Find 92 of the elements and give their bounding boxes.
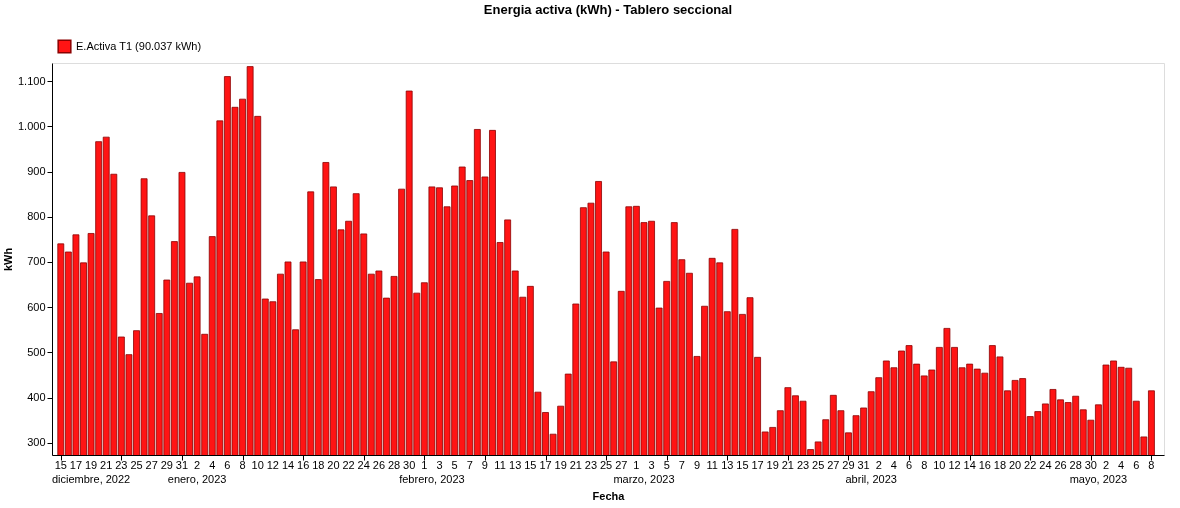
y-tick-label: 300 (27, 436, 46, 449)
x-tick-label: 3 (436, 459, 443, 471)
annotation: marzo, 2023 (613, 473, 675, 485)
x-tick-label: 31 (175, 459, 189, 471)
x-tick-label: 4 (209, 459, 216, 471)
x-tick-label: 6 (1133, 459, 1140, 471)
x-tick-label: 17 (69, 459, 83, 471)
x-tick-label: 14 (963, 459, 976, 471)
x-tick-label: 31 (857, 459, 870, 471)
y-tick-label: 1.100 (17, 74, 46, 87)
annotation: mayo, 2023 (1069, 473, 1128, 485)
x-tick-label: 22 (342, 459, 355, 471)
annotation: febrero, 2023 (399, 473, 465, 485)
x-tick-label: 19 (84, 459, 98, 471)
legend-label: E.Activa T1 (90.037 kWh) (76, 39, 202, 52)
chart-title: Energia activa (kWh) - Tablero seccional (483, 2, 733, 17)
x-tick-label: 14 (281, 459, 295, 471)
annotation: abril, 2023 (845, 473, 897, 485)
x-tick-label: 9 (693, 459, 701, 471)
x-tick-label: 10 (933, 459, 946, 471)
x-tick-label: 21 (100, 459, 113, 471)
x-tick-label: 2 (1102, 459, 1110, 471)
x-tick-label: 19 (554, 459, 567, 471)
x-tick-label: 5 (663, 459, 670, 471)
annotation: enero, 2023 (167, 473, 227, 485)
y-tick-label: 700 (27, 255, 46, 268)
x-tick-label: 7 (466, 459, 473, 471)
x-tick-label: 25 (812, 459, 825, 471)
x-tick-label: 27 (827, 459, 840, 471)
x-tick-label: 2 (194, 459, 201, 471)
y-tick-label: 1.000 (17, 119, 46, 132)
x-tick-label: 23 (796, 459, 810, 471)
x-tick-label: 24 (357, 459, 370, 471)
x-tick-label: 30 (403, 459, 416, 471)
x-tick-label: 13 (509, 459, 522, 471)
x-tick-label: 15 (524, 459, 537, 471)
x-tick-label: 28 (387, 459, 401, 471)
x-tick-label: 3 (648, 459, 655, 471)
x-tick-label: 5 (451, 459, 458, 471)
x-tick-label: 27 (615, 459, 628, 471)
x-tick-label: 15 (54, 459, 67, 471)
x-tick-label: 23 (584, 459, 598, 471)
annotation: diciembre, 2022 (51, 473, 131, 485)
x-tick-label: 16 (978, 459, 991, 471)
x-tick-label: 26 (372, 459, 386, 471)
x-tick-label: 28 (1069, 459, 1082, 471)
y-tick-label: 900 (27, 165, 46, 178)
x-tick-label: 8 (921, 459, 928, 471)
x-tick-label: 30 (1084, 459, 1097, 471)
x-tick-label: 17 (751, 459, 764, 471)
x-tick-label: 18 (993, 459, 1007, 471)
x-axis-title: Fecha (592, 490, 626, 502)
x-tick-label: 10 (251, 459, 264, 471)
x-tick-label: 26 (1054, 459, 1067, 471)
x-tick-label: 24 (1039, 459, 1052, 471)
x-tick-label: 9 (481, 459, 488, 471)
x-tick-label: 29 (842, 459, 855, 471)
x-tick-label: 16 (297, 459, 310, 471)
x-tick-label: 6 (224, 459, 231, 471)
x-tick-label: 8 (239, 459, 246, 471)
x-tick-label: 17 (539, 459, 552, 471)
x-tick-label: 2 (875, 459, 882, 471)
x-tick-label: 15 (736, 459, 749, 471)
x-tick-label: 4 (890, 459, 897, 471)
x-tick-label: 1 (633, 459, 640, 471)
x-tick-label: 20 (327, 459, 340, 471)
y-tick-label: 400 (27, 391, 46, 404)
x-tick-label: 4 (1118, 459, 1125, 471)
x-tick-label: 7 (678, 459, 685, 471)
x-tick-label: 13 (721, 459, 734, 471)
x-tick-label: 23 (115, 459, 128, 471)
x-tick-label: 6 (906, 459, 913, 471)
x-tick-label: 12 (948, 459, 961, 471)
x-tick-label: 8 (1148, 459, 1155, 471)
x-tick-label: 29 (160, 459, 173, 471)
x-tick-label: 21 (569, 459, 582, 471)
x-tick-label: 21 (781, 459, 794, 471)
y-axis-title: kWh (1, 247, 14, 272)
x-tick-label: 12 (266, 459, 279, 471)
x-tick-label: 25 (130, 459, 143, 471)
x-tick-label: 22 (1024, 459, 1037, 471)
x-tick-label: 1 (421, 459, 428, 471)
y-tick-label: 600 (27, 300, 46, 313)
x-tick-label: 19 (766, 459, 779, 471)
y-tick-label: 500 (27, 345, 46, 358)
x-tick-label: 27 (145, 459, 158, 471)
x-tick-label: 20 (1008, 459, 1022, 471)
y-tick-label: 800 (27, 210, 46, 223)
x-tick-label: 18 (312, 459, 325, 471)
x-tick-label: 11 (494, 459, 506, 471)
x-tick-label: 25 (599, 459, 613, 471)
x-tick-label: 11 (706, 459, 718, 471)
